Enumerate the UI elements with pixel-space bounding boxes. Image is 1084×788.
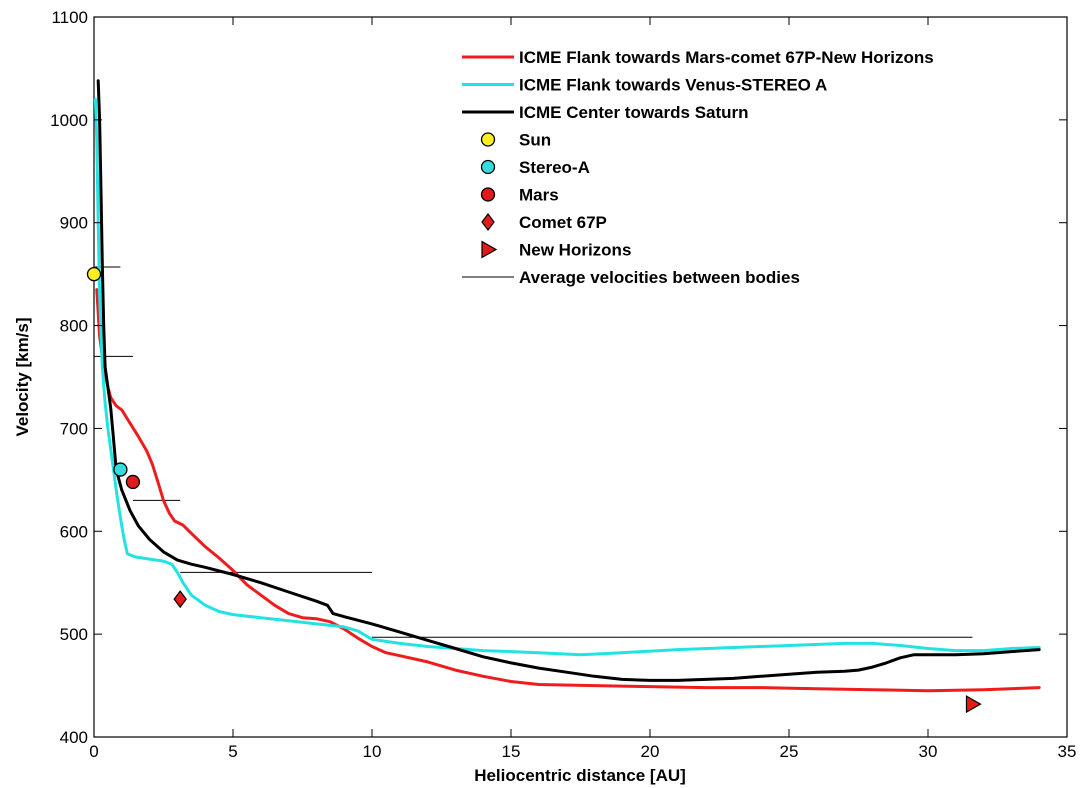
y-tick-label: 1100 [51, 8, 88, 27]
x-tick-label: 5 [228, 742, 237, 761]
y-tick-label: 600 [60, 522, 88, 541]
plot-area [93, 16, 1068, 738]
marker-sun [86, 266, 102, 282]
legend-label: ICME Flank towards Mars-comet 67P-New Ho… [519, 48, 934, 67]
legend-label: ICME Center towards Saturn [519, 103, 749, 122]
y-tick-label: 1000 [50, 111, 88, 130]
y-tick-label: 800 [60, 317, 88, 336]
legend-swatch-marker [481, 213, 495, 231]
x-tick-label: 15 [502, 742, 521, 761]
x-tick-label: 20 [641, 742, 660, 761]
legend-swatch-marker [481, 240, 498, 259]
y-axis-label: Velocity [km/s] [13, 317, 32, 436]
legend-swatch-marker [480, 187, 496, 202]
x-tick-label: 30 [919, 742, 938, 761]
legend-label: ICME Flank towards Venus-STEREO A [519, 76, 827, 95]
y-tick-label: 900 [60, 214, 88, 233]
series-line-0 [95, 288, 1041, 693]
legend-label: Stereo-A [519, 158, 590, 177]
y-tick-label: 700 [60, 419, 88, 438]
series-line-2 [96, 79, 1041, 682]
legend-label: New Horizons [519, 241, 631, 260]
legend-label: Comet 67P [519, 213, 607, 232]
marker-stereo-a [113, 462, 128, 477]
x-tick-label: 0 [89, 742, 98, 761]
axis-ticks: 0 5 10 15 20 25 30 35 400 500 600 700 800 900 1000 1100 [50, 8, 1076, 761]
y-tick-label: 500 [60, 625, 88, 644]
legend-swatch-marker [480, 132, 496, 147]
legend-label: Average velocities between bodies [519, 268, 800, 287]
x-axis-label: Heliocentric distance [AU] [474, 766, 686, 785]
marker-new-horizons [965, 695, 982, 714]
marker-comet-67p [173, 590, 187, 609]
body-markers [86, 266, 982, 714]
legend-swatch-marker [480, 159, 496, 175]
x-tick-label: 10 [363, 742, 382, 761]
legend-label: Sun [519, 131, 551, 150]
legend-label: Mars [519, 186, 559, 205]
marker-mars [125, 474, 141, 490]
legend: ICME Flank towards Mars-comet 67P-New Ho… [462, 48, 934, 287]
y-tick-label: 400 [60, 728, 88, 747]
x-tick-label: 25 [780, 742, 799, 761]
x-tick-label: 35 [1058, 742, 1077, 761]
